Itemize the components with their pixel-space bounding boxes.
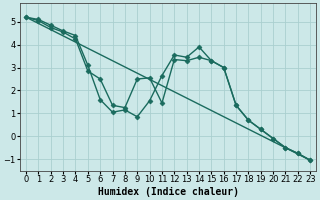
X-axis label: Humidex (Indice chaleur): Humidex (Indice chaleur) — [98, 186, 239, 197]
